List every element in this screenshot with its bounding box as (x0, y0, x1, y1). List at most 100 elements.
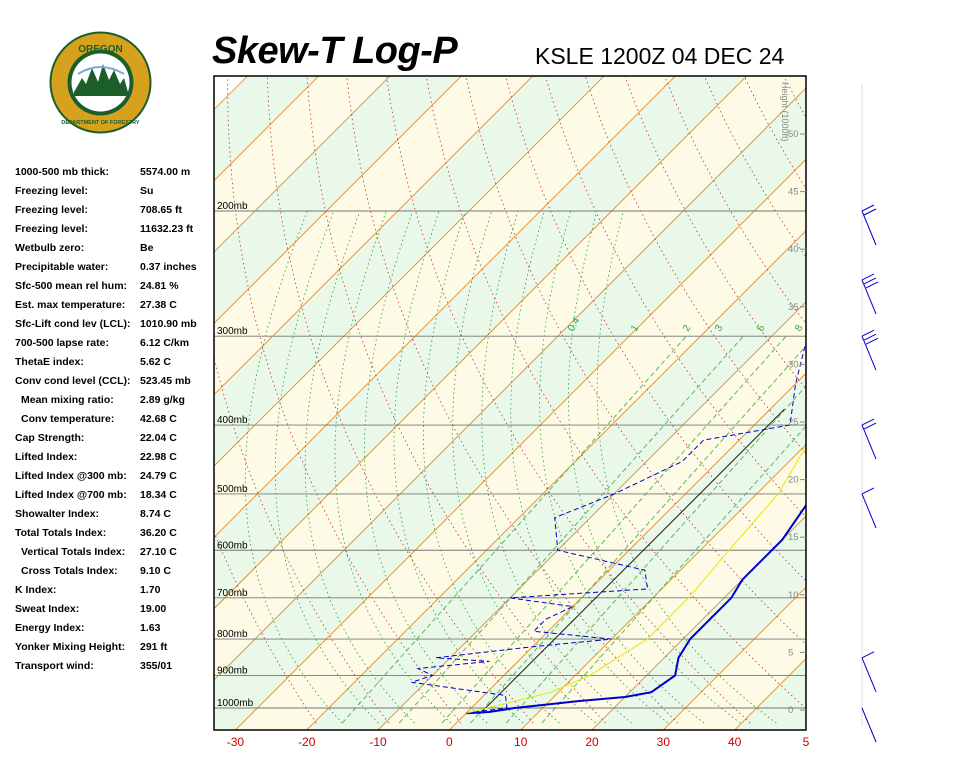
stat-row: Total Totals Index: 36.20 C (15, 527, 215, 546)
moist-adiabat (510, 210, 669, 724)
stat-row: Freezing level: Su (15, 185, 215, 204)
isobar-label: 500mb (217, 484, 248, 495)
stat-value: 291 ft (140, 641, 168, 653)
moist-adiabat (244, 210, 343, 724)
stat-row: Wetbulb zero: Be (15, 242, 215, 261)
dry-adiabat (822, 0, 960, 723)
wind-barb-flag (863, 422, 877, 430)
stat-label: Est. max temperature: (15, 299, 126, 311)
trees-icon (74, 64, 128, 92)
isotherm-band (214, 76, 806, 681)
height-tick-label: 45 (788, 187, 799, 198)
mixing-ratio-line (398, 335, 744, 724)
stat-label: Sweat Index: (15, 603, 80, 615)
wind-barb-staff (861, 210, 877, 246)
stat-value: Su (140, 185, 154, 197)
stat-row: Mean mixing ratio: 2.89 g/kg (15, 394, 215, 413)
stat-row: Yonker Mixing Height: 291 ft (15, 641, 215, 660)
moist-adiabat (304, 210, 415, 724)
stat-row: Transport wind: 355/01 (15, 660, 215, 679)
stat-label: Energy Index: (15, 622, 85, 634)
dry-adiabats (214, 0, 960, 724)
temperature-bands (214, 76, 806, 730)
x-tick-label: 10 (514, 735, 528, 749)
x-tick-label: -20 (298, 735, 316, 749)
stat-value: 19.00 (140, 603, 167, 615)
mixing-ratio-label: 5 (755, 323, 768, 334)
stat-row: Showalter Index: 8.74 C (15, 508, 215, 527)
stat-row: Freezing level: 708.65 ft (15, 204, 215, 223)
wind-barb-staff (861, 424, 877, 460)
wind-barb-flag (861, 418, 875, 426)
stat-row: Sfc-500 mean rel hum: 24.81 % (15, 280, 215, 299)
moist-adiabat (422, 210, 560, 724)
stat-value: 36.20 C (140, 527, 177, 539)
dry-adiabat (859, 0, 960, 723)
isobar-label: 600mb (217, 540, 248, 551)
zero-isotherm-line (479, 408, 785, 715)
moist-adiabat (274, 210, 379, 724)
height-tick-label: 5 (788, 647, 793, 658)
stat-label: Sfc-Lift cond lev (LCL): (15, 318, 131, 330)
dry-adiabat (425, 76, 806, 709)
stat-row: Lifted Index @700 mb: 18.34 C (15, 489, 215, 508)
x-tick-label: 0 (446, 735, 453, 749)
stat-label: Mean mixing ratio: (21, 394, 114, 406)
isobar-label: 800mb (217, 629, 248, 640)
stat-label: Lifted Index @300 mb: (15, 470, 127, 482)
wind-barb-flag (863, 277, 877, 285)
stat-value: 18.34 C (140, 489, 177, 501)
wind-barb-flag (863, 208, 877, 216)
sounding-series (411, 340, 806, 715)
stat-row: Sweat Index: 19.00 (15, 603, 215, 622)
stat-value: 42.68 C (140, 413, 177, 425)
isotherm-band (520, 444, 806, 730)
isotherm-band (734, 658, 806, 730)
dry-adiabat (227, 76, 462, 724)
stat-value: 27.10 C (140, 546, 177, 558)
stat-row: Lifted Index @300 mb: 24.79 C (15, 470, 215, 489)
stat-label: Lifted Index @700 mb: (15, 489, 127, 501)
stat-row: Energy Index: 1.63 (15, 622, 215, 641)
mixing-ratio-label: 3 (713, 323, 726, 334)
stat-label: Conv cond level (CCL): (15, 375, 131, 387)
stability-indices-panel: 1000-500 mb thick: 5574.00 m Freezing leve… (15, 166, 215, 679)
x-tick-label: -30 (227, 735, 245, 749)
stat-label: 1000-500 mb thick: (15, 166, 109, 178)
wind-barb-staff (861, 336, 877, 371)
isobar-label: 200mb (217, 201, 248, 212)
stat-label: Freezing level: (15, 185, 88, 197)
mixing-ratio-lines (341, 335, 806, 724)
chart-title: Skew-T Log-P (212, 30, 458, 72)
logo-bottom-text: DEPARTMENT OF FORESTRY (61, 120, 140, 126)
stat-value: 9.10 C (140, 565, 171, 577)
stat-value: 5574.00 m (140, 166, 191, 178)
stat-label: Conv temperature: (21, 413, 115, 425)
wind-barb-flag (865, 337, 879, 345)
isobar-label: 700mb (217, 588, 248, 599)
height-axis-label: Height (1000ft) (780, 82, 790, 142)
stat-row: Lifted Index: 22.98 C (15, 451, 215, 470)
isotherm-band (448, 372, 806, 730)
stat-row: Vertical Totals Index: 27.10 C (15, 546, 215, 565)
stat-value: 1.70 (140, 584, 161, 596)
height-tick-label: 0 (788, 705, 793, 716)
stat-row: Sfc-Lift cond lev (LCL): 1010.90 mb (15, 318, 215, 337)
isotherm-band (306, 230, 806, 730)
stat-label: K Index: (15, 584, 57, 596)
stat-row: Cap Strength: 22.04 C (15, 432, 215, 451)
stat-label: Total Totals Index: (15, 527, 107, 539)
mixing-ratio-label: 1 (629, 323, 642, 334)
mixing-ratio-line (470, 345, 806, 724)
isotherm-band (234, 158, 806, 730)
plot-frame (213, 75, 807, 731)
wind-barb-staff (861, 493, 877, 529)
dry-adiabat (932, 0, 960, 723)
stat-row: Est. max temperature: 27.38 C (15, 299, 215, 318)
dewpoint-line (411, 340, 806, 714)
dry-adiabat (505, 76, 806, 582)
stat-value: 22.98 C (140, 451, 177, 463)
stat-label: Transport wind: (15, 660, 94, 672)
stat-row: Conv temperature: 42.68 C (15, 413, 215, 432)
